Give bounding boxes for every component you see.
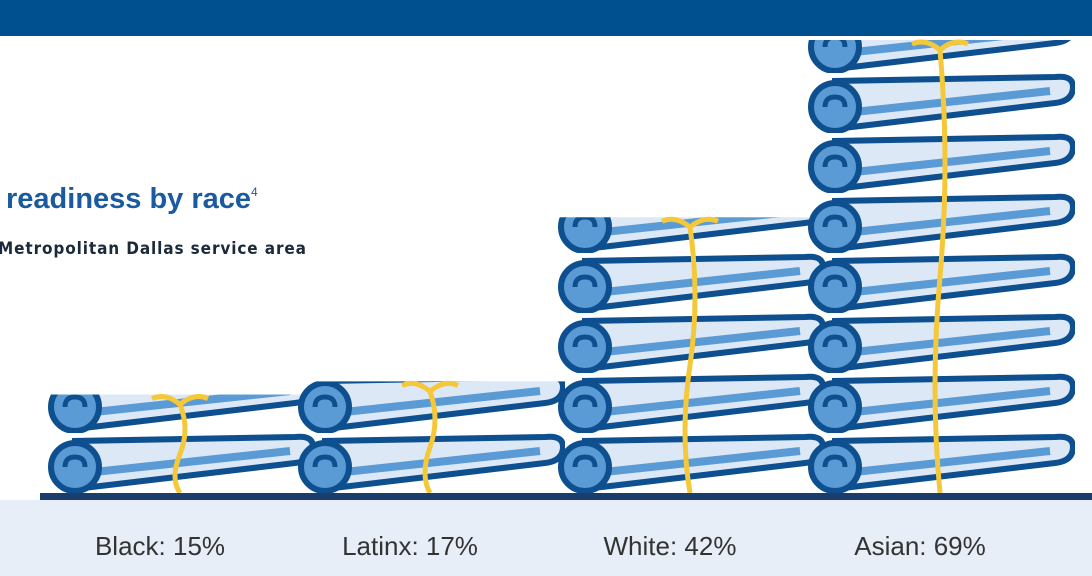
chart-subtitle: Metropolitan Dallas service area [0,239,306,259]
label-band [0,500,1092,576]
bar [295,381,565,493]
ribbon [932,49,948,494]
title-note: 4 [251,185,258,199]
ribbon-bow [151,394,209,408]
ribbon [682,226,698,494]
header-band [0,0,1092,36]
ribbon-bow [911,39,969,54]
baseline [40,493,1092,500]
ribbon-bow [401,380,459,395]
bars [45,39,1075,495]
ribbon-bow [661,216,719,231]
value-label: Black: 15% [95,531,225,561]
chart-title: readiness by race4 [6,183,258,215]
ribbon [172,403,188,495]
value-label: Latinx: 17% [342,531,478,561]
value-label: Asian: 69% [854,531,986,561]
value-label: White: 42% [604,531,737,561]
title-text: readiness by race [6,183,251,215]
ribbon [422,390,438,495]
